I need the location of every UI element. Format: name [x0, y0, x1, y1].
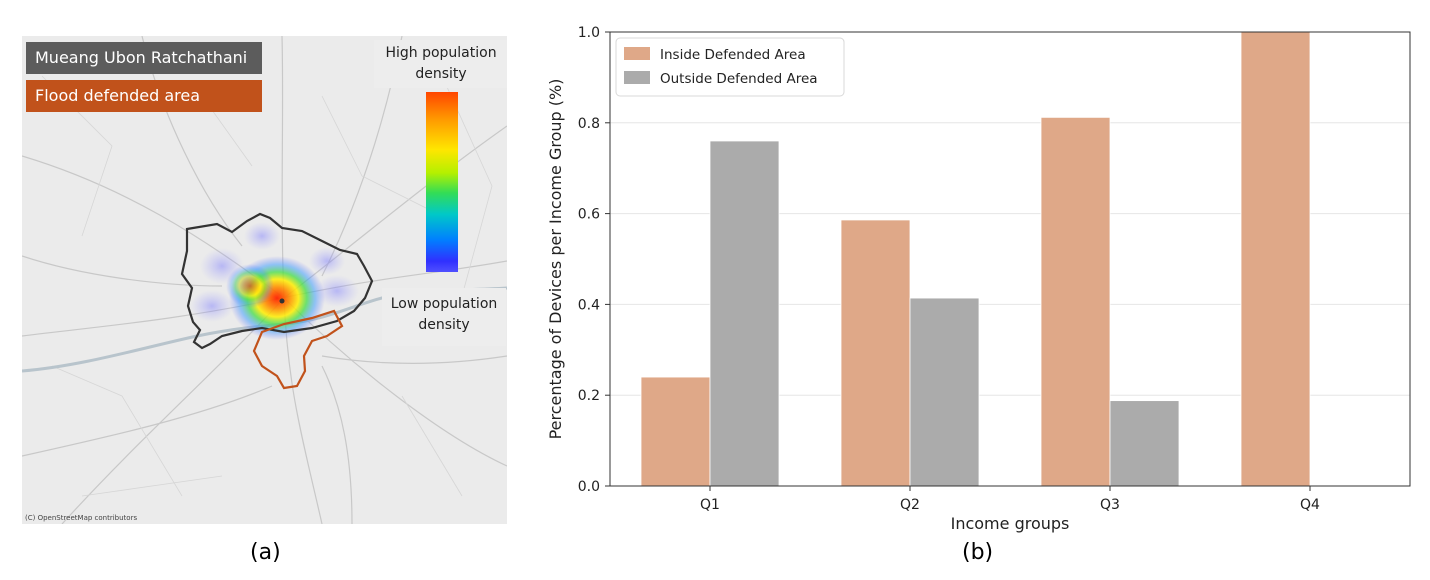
bar-inside-q1: [640, 376, 711, 487]
x-tick-label: Q3: [1100, 497, 1120, 513]
y-tick-label: 0.0: [578, 479, 600, 495]
plot-frame: [609, 31, 1411, 487]
y-tick-label: 0.4: [578, 297, 600, 313]
bar-inside-q2: [840, 219, 911, 487]
bar-outside-q2: [909, 297, 980, 487]
legend-swatch-inside: [624, 47, 650, 60]
minor-roads: [41, 75, 493, 497]
y-axis-ticks: 0.0 0.2 0.4 0.6 0.8 1.0: [578, 25, 610, 495]
high-density-label: High population density: [374, 40, 507, 88]
bar-chart: 0.0 0.2 0.4 0.6 0.8 1.0 Q1 Q2 Q3 Q4 Percentage o…: [546, 25, 1411, 533]
panel-b-caption: (b): [962, 540, 994, 565]
bars: [640, 31, 1311, 487]
bar-inside-q4: [1240, 31, 1311, 487]
map-base: [22, 36, 507, 524]
population-heatmap: [190, 222, 359, 340]
y-tick-label: 0.6: [578, 207, 600, 223]
panel-a-caption: (a): [250, 540, 281, 565]
x-axis-label: Income groups: [951, 514, 1070, 533]
x-tick-label: Q4: [1300, 497, 1320, 513]
y-axis-label: Percentage of Devices per Income Group (…: [546, 79, 565, 440]
chart-legend: Inside Defended Area Outside Defended Are…: [615, 37, 845, 97]
bar-inside-q3: [1040, 116, 1111, 487]
flood-legend-label: Flood defended area: [26, 80, 262, 112]
y-tick-label: 0.2: [578, 388, 600, 404]
bar-outside-q1: [709, 140, 780, 487]
bar-outside-q3: [1109, 400, 1180, 487]
y-tick-label: 1.0: [578, 25, 600, 41]
x-tick-label: Q2: [900, 497, 920, 513]
city-boundary: [180, 212, 374, 350]
y-tick-label: 0.8: [578, 116, 600, 132]
city-legend-label: Mueang Ubon Ratchathani: [26, 42, 262, 74]
legend-label-outside: Outside Defended Area: [660, 71, 818, 87]
legend-frame: [615, 37, 845, 97]
map-credit: (C) OpenStreetMap contributors: [25, 514, 138, 522]
legend-label-inside: Inside Defended Area: [660, 47, 806, 63]
low-density-label: Low population density: [382, 288, 506, 346]
legend-swatch-outside: [624, 71, 650, 84]
flood-boundary: [252, 309, 344, 390]
density-colorbar: [426, 92, 458, 272]
x-tick-label: Q1: [700, 497, 720, 513]
x-axis-ticks: Q1 Q2 Q3 Q4: [700, 486, 1320, 513]
city-center-marker: [279, 298, 285, 304]
map-panel: Mueang Ubon Ratchathani Flood defended a…: [22, 36, 507, 524]
